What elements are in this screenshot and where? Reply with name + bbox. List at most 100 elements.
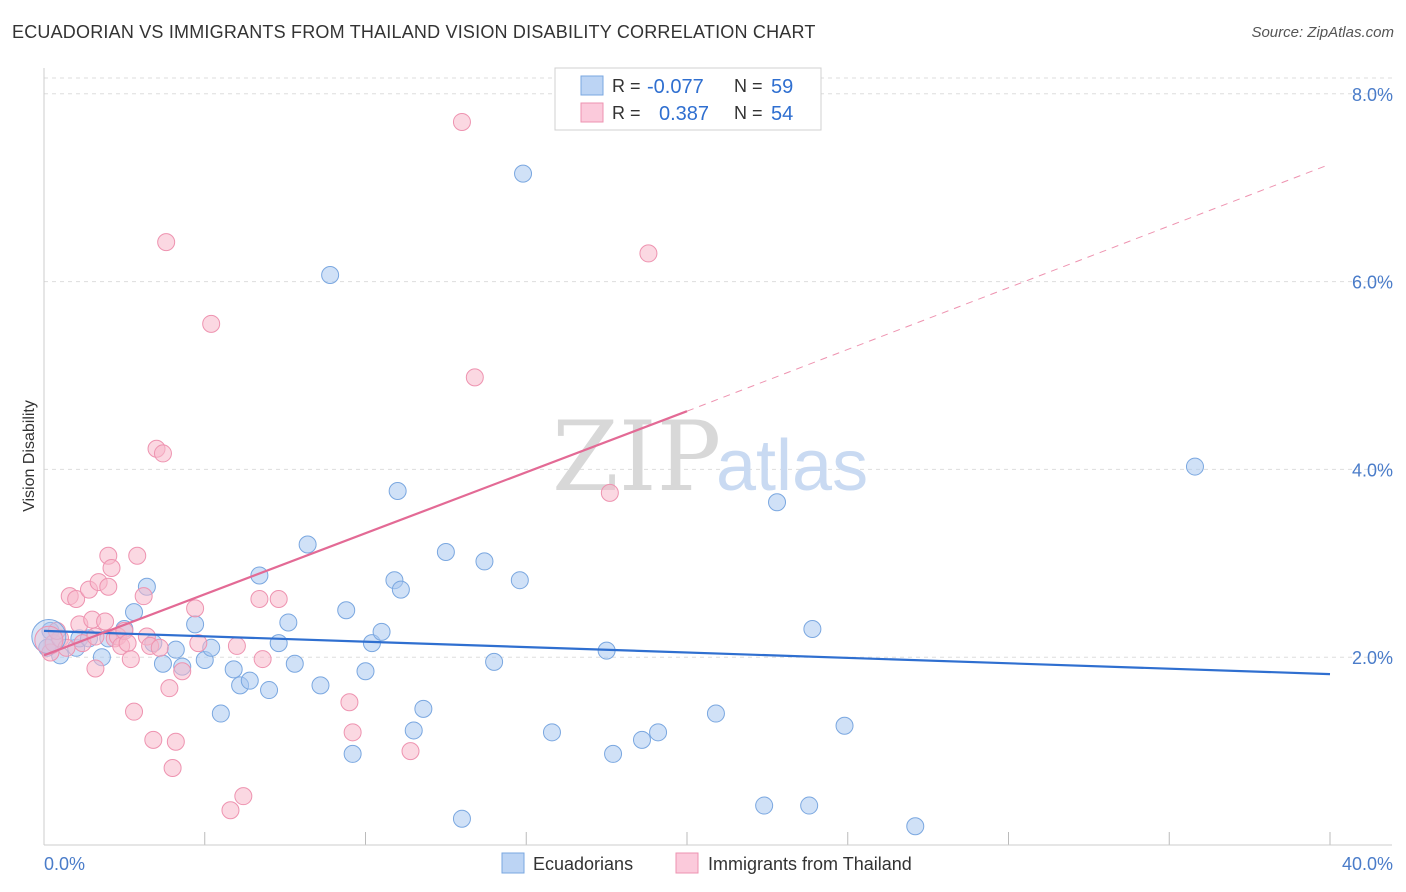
ecuadorian-point: [706, 704, 725, 723]
thailand-point: [269, 589, 288, 608]
bottom-legend-swatch-thailand: [675, 852, 699, 874]
bottom-legend-swatch-ecuadorians: [501, 852, 525, 874]
ecuadorian-point: [153, 654, 172, 673]
ecuadorian-point: [452, 809, 471, 828]
thailand-point: [160, 679, 179, 698]
ecuadorian-point: [436, 543, 455, 562]
thailand-point: [118, 634, 137, 653]
y-tick-label: 4.0%: [1352, 460, 1393, 480]
thailand-point: [99, 577, 118, 596]
thailand-point: [452, 112, 471, 131]
ecuadorian-point: [337, 601, 356, 620]
thailand-point: [343, 723, 362, 742]
legend-n-label-2: N =: [734, 103, 763, 123]
chart-source: Source: ZipAtlas.com: [1251, 24, 1394, 41]
thailand-point: [234, 787, 253, 806]
ecuadorian-point: [485, 652, 504, 671]
y-tick-label: 6.0%: [1352, 273, 1393, 293]
legend-n-value-1: 59: [771, 76, 793, 98]
watermark-atlas: atlas: [716, 426, 868, 506]
ecuadorian-point: [311, 676, 330, 695]
legend-n-label-1: N =: [734, 76, 763, 96]
ecuadorian-point: [211, 704, 230, 723]
ecuadorian-point: [224, 660, 243, 679]
ecuadorian-point: [632, 730, 651, 749]
thailand-point: [639, 244, 658, 263]
thailand-point: [157, 233, 176, 252]
ecuadorian-point: [475, 552, 494, 571]
thailand-point: [166, 732, 185, 751]
ecuadorian-point: [404, 721, 423, 740]
ecuadorian-point: [800, 796, 819, 815]
thailand-point: [253, 650, 272, 669]
legend-swatch-ecuadorians: [580, 75, 604, 96]
thailand-point: [401, 742, 420, 761]
ecuadorian-point: [166, 640, 185, 659]
y-tick-label: 8.0%: [1352, 85, 1393, 105]
bottom-legend-label-thailand: Immigrants from Thailand: [708, 854, 912, 874]
grid-lines: [43, 77, 1392, 845]
thailand-point: [144, 730, 163, 749]
thailand-trend-extension: [686, 163, 1331, 412]
ecuadorian-point: [768, 493, 787, 512]
ecuadorian-point: [514, 164, 533, 183]
ecuadorian-point: [835, 716, 854, 735]
legend-swatch-thailand: [580, 102, 604, 123]
correlation-legend: R = -0.077 N = 59 R = 0.387 N = 54: [554, 67, 822, 131]
thailand-point: [134, 587, 153, 606]
ecuadorian-point: [649, 723, 668, 742]
thailand-point: [96, 612, 115, 631]
legend-r-value-1: -0.077: [647, 76, 704, 98]
ecuadorian-point: [343, 744, 362, 763]
ecuadorian-point: [260, 681, 279, 700]
ecuadorian-point: [542, 723, 561, 742]
y-axis-title: Vision Disability: [21, 400, 38, 512]
chart-title: ECUADORIAN VS IMMIGRANTS FROM THAILAND V…: [12, 22, 816, 42]
y-tick-label: 2.0%: [1352, 648, 1393, 668]
thailand-point: [125, 702, 144, 721]
legend-r-label-2: R =: [612, 103, 641, 123]
thailand-trend-line: [43, 410, 688, 657]
legend-r-value-2: 0.387: [659, 103, 709, 125]
legend-n-value-2: 54: [771, 103, 793, 125]
axes: [43, 68, 1392, 846]
thailand-point: [250, 589, 269, 608]
ecuadorian-point: [279, 613, 298, 632]
trend-lines: [43, 163, 1331, 676]
thailand-point: [340, 693, 359, 712]
ecuadorian-point: [604, 744, 623, 763]
watermark-zip: ZIP: [552, 401, 721, 513]
ecuadorian-point: [298, 535, 317, 554]
ecuadorian-point: [388, 481, 407, 500]
ecuadorian-point: [321, 266, 340, 285]
x-tick-label-min: 0.0%: [44, 854, 85, 874]
thailand-point: [186, 599, 205, 618]
ecuadorian-point: [372, 622, 391, 641]
thailand-point: [163, 759, 182, 777]
series-legend: Ecuadorians Immigrants from Thailand: [501, 852, 912, 874]
thailand-point: [189, 634, 208, 653]
watermark: ZIP atlas: [552, 401, 868, 513]
thailand-point: [465, 368, 484, 387]
bottom-legend-label-ecuadorians: Ecuadorians: [533, 854, 633, 874]
x-tick-labels: 0.0% 40.0%: [44, 854, 1393, 874]
legend-r-label-1: R =: [612, 76, 641, 96]
ecuadorian-trend-line: [43, 629, 1331, 676]
thailand-point: [128, 546, 147, 565]
ecuadorian-point: [414, 699, 433, 718]
ecuadorian-point: [755, 796, 774, 815]
ecuadorian-point: [803, 620, 822, 639]
thailand-point: [221, 801, 240, 820]
ecuadorian-point: [186, 615, 205, 634]
thailand-point: [102, 558, 121, 577]
thailand-point: [150, 638, 169, 657]
thailand-point: [600, 483, 619, 502]
thailand-point: [86, 659, 105, 678]
ecuadorian-point: [269, 634, 288, 653]
ecuadorian-point: [391, 580, 410, 599]
ecuadorian-point: [240, 671, 259, 690]
thailand-point: [67, 589, 86, 608]
ecuadorian-point: [356, 662, 375, 681]
thailand-point: [121, 650, 140, 669]
